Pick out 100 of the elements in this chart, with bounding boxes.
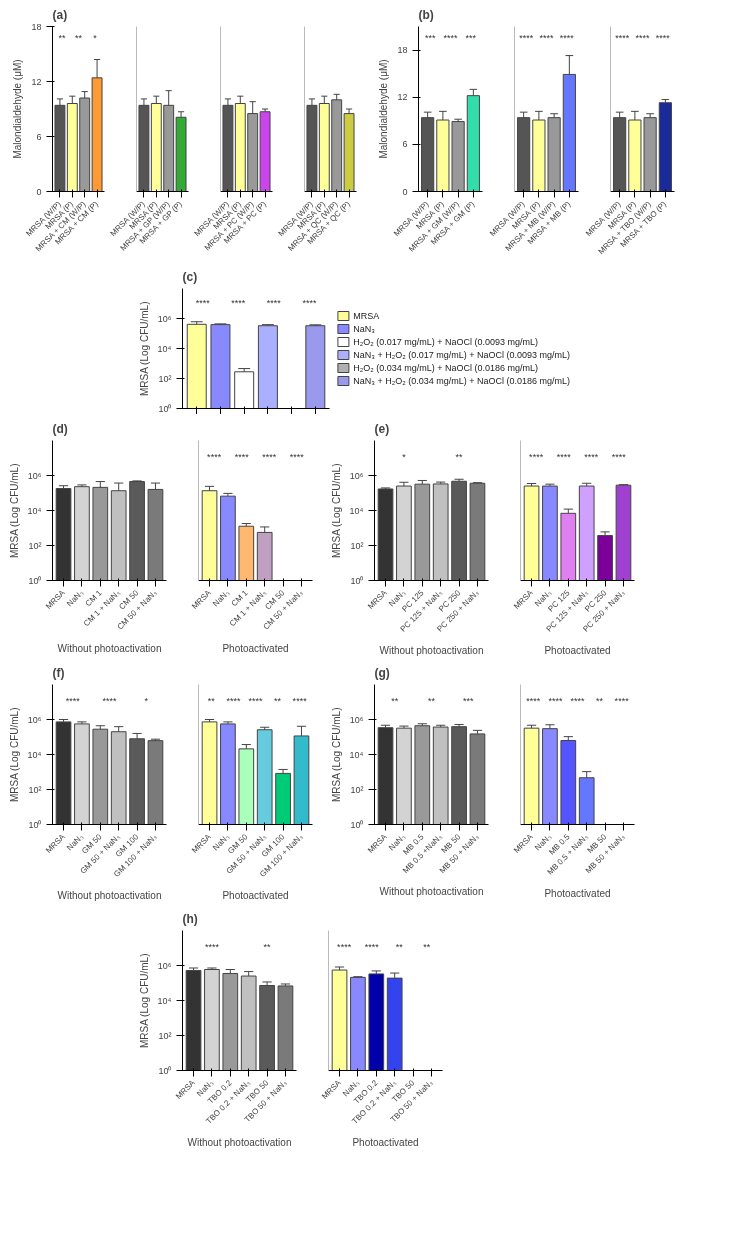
- chart-title: (f): [52, 665, 65, 680]
- y-axis-title: MRSA (Log CFU/mL): [330, 463, 342, 559]
- y-tick-label: 10⁴: [349, 749, 364, 760]
- x-axis-title: Without photoactivation: [379, 644, 484, 656]
- legend-label: MRSA: [353, 311, 380, 321]
- y-axis-title: Malondialdehyde (μM): [378, 59, 390, 159]
- annotation: ****: [234, 452, 250, 463]
- y-tick-label: 12: [31, 76, 42, 87]
- annotation: *: [144, 696, 149, 707]
- annotation: **: [423, 942, 431, 953]
- annotation: ****: [655, 33, 671, 44]
- x-axis-title: Photoactivated: [222, 890, 289, 902]
- annotation: ****: [337, 942, 352, 953]
- y-tick-label: 0: [402, 186, 408, 197]
- annotation: ****: [204, 942, 220, 953]
- y-tick-label: 10⁶: [349, 470, 364, 481]
- chart-title: (b): [418, 7, 434, 22]
- annotation: ***: [465, 33, 477, 44]
- annotation: *: [93, 33, 98, 44]
- y-tick-label: 10⁰: [350, 819, 364, 830]
- y-tick-label: 10⁴: [27, 505, 42, 516]
- x-axis-title: Photoactivated: [544, 644, 611, 656]
- annotation: ****: [292, 696, 308, 707]
- y-tick-label: 12: [397, 92, 408, 103]
- annotation: ****: [262, 452, 277, 463]
- y-axis-title: MRSA (Log CFU/mL): [138, 953, 150, 1049]
- y-tick-label: 10⁰: [28, 819, 42, 830]
- y-tick-label: 10⁴: [27, 749, 42, 760]
- y-tick-label: 6: [402, 139, 408, 150]
- annotation: ****: [519, 33, 534, 44]
- annotation: ****: [548, 696, 563, 707]
- chart-title: (h): [182, 911, 198, 926]
- annotation: ****: [443, 33, 458, 44]
- chart-title: (g): [374, 665, 390, 680]
- annotation: ****: [529, 452, 544, 463]
- y-axis-title: MRSA (Log CFU/mL): [8, 463, 20, 559]
- y-tick-label: 10⁰: [28, 575, 42, 586]
- x-axis-title: Photoactivated: [352, 1136, 419, 1148]
- y-tick-label: 10⁰: [158, 403, 172, 414]
- x-axis-title: Without photoactivation: [379, 886, 484, 898]
- annotation: **: [274, 696, 282, 707]
- x-axis-title: Photoactivated: [222, 642, 289, 654]
- legend-label: NaN₃ + H₂O₂ (0.034 mg/mL) + NaOCl (0.0186 mg/mL): [353, 376, 571, 386]
- y-tick-label: 10⁶: [157, 960, 172, 971]
- annotation: ****: [559, 33, 575, 44]
- y-tick-label: 10⁶: [27, 470, 42, 481]
- y-tick-label: 10⁴: [157, 995, 172, 1006]
- y-tick-label: 10²: [28, 540, 42, 551]
- y-tick-label: 10⁰: [158, 1065, 172, 1076]
- annotation: ****: [539, 33, 554, 44]
- legend-label: NaN₃: [353, 324, 376, 334]
- y-tick-label: 10²: [350, 784, 364, 795]
- legend-label: NaN₃ + H₂O₂ (0.017 mg/mL) + NaOCl (0.0093 mg/mL): [353, 350, 571, 360]
- annotation: **: [263, 942, 272, 953]
- annotation: **: [596, 696, 604, 707]
- y-tick-label: 10²: [158, 1030, 172, 1041]
- y-tick-label: 10⁶: [157, 313, 172, 324]
- annotation: ****: [584, 452, 599, 463]
- annotation: ****: [635, 33, 650, 44]
- y-axis-title: MRSA (Log CFU/mL): [330, 707, 342, 803]
- annotation: ****: [226, 696, 241, 707]
- annotation: ****: [364, 942, 380, 953]
- y-tick-label: 18: [31, 21, 42, 32]
- annotation: **: [58, 33, 66, 44]
- annotation: ****: [615, 33, 630, 44]
- annotation: ****: [556, 452, 572, 463]
- annotation: ****: [289, 452, 305, 463]
- annotation: ****: [102, 696, 117, 707]
- y-tick-label: 10²: [350, 540, 364, 551]
- y-axis-title: Malondialdehyde (μM): [12, 59, 24, 159]
- chart-title: (c): [182, 269, 198, 284]
- legend-label: H₂O₂ (0.017 mg/mL) + NaOCl (0.0093 mg/mL): [353, 337, 539, 347]
- legend-label: H₂O₂ (0.034 mg/mL) + NaOCl (0.0186 mg/mL): [353, 363, 539, 373]
- x-axis-title: Photoactivated: [544, 887, 611, 899]
- annotation: ****: [302, 297, 317, 308]
- y-tick-label: 18: [397, 45, 408, 56]
- annotation: **: [75, 33, 83, 44]
- annotation: ****: [207, 452, 222, 463]
- y-tick-label: 10²: [158, 373, 172, 384]
- annotation: ****: [611, 452, 627, 463]
- annotation: **: [207, 696, 216, 707]
- y-tick-label: 10⁰: [350, 575, 364, 586]
- annotation: ****: [65, 696, 81, 707]
- x-axis-title: Without photoactivation: [57, 890, 162, 902]
- x-axis-title: Without photoactivation: [57, 642, 162, 654]
- y-tick-label: 0: [36, 186, 42, 197]
- annotation: ***: [424, 33, 436, 44]
- annotation: ****: [248, 696, 263, 707]
- annotation: ****: [231, 297, 246, 308]
- annotation: ****: [195, 297, 211, 308]
- annotation: **: [455, 452, 464, 463]
- annotation: ****: [526, 696, 541, 707]
- y-tick-label: 10⁶: [349, 714, 364, 725]
- annotation: **: [395, 942, 404, 953]
- y-tick-label: 10²: [28, 784, 42, 795]
- y-tick-label: 10⁴: [157, 343, 172, 354]
- y-tick-label: 10⁴: [349, 505, 364, 516]
- chart-title: (e): [374, 421, 390, 436]
- y-axis-title: MRSA (Log CFU/mL): [8, 707, 20, 803]
- annotation: **: [428, 696, 436, 707]
